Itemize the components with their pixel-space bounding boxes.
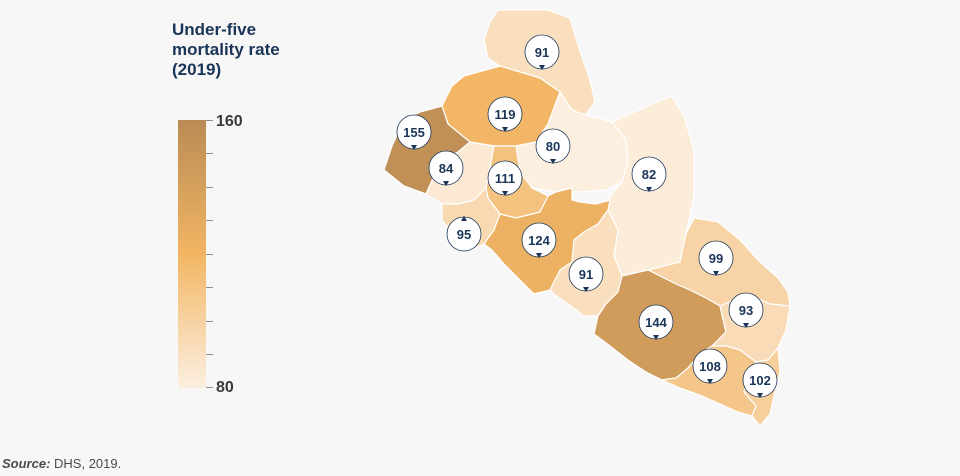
legend-title-line: Under-five: [172, 20, 257, 39]
map-pin[interactable]: 99: [698, 240, 734, 276]
source-note: Source: DHS, 2019.: [2, 456, 121, 471]
map-pin-value: 82: [642, 167, 656, 182]
legend-tick: [206, 187, 213, 188]
map-pin[interactable]: 144: [638, 304, 674, 340]
map-pin[interactable]: 95: [446, 216, 482, 252]
legend-max-label: 160: [216, 113, 243, 130]
source-text: DHS, 2019.: [50, 456, 122, 471]
map-pin-value: 124: [528, 233, 550, 248]
legend-tick: [206, 120, 213, 121]
map-pin-value: 102: [749, 373, 771, 388]
map-pin[interactable]: 93: [728, 292, 764, 328]
map-pin[interactable]: 84: [428, 150, 464, 186]
legend-title-line: mortality rate: [172, 40, 280, 59]
map-pin[interactable]: 82: [631, 156, 667, 192]
legend-min-label: 80: [216, 379, 234, 396]
map-pin[interactable]: 155: [396, 114, 432, 150]
map-pin-value: 119: [495, 107, 516, 122]
map-pin[interactable]: 124: [521, 222, 557, 258]
map-pin-value: 84: [439, 161, 454, 176]
map-pin[interactable]: 91: [568, 256, 604, 292]
map-pin-value: 95: [457, 227, 471, 242]
map-pin[interactable]: 119: [487, 96, 523, 132]
map-pin-value: 155: [403, 125, 425, 140]
legend-tick: [206, 287, 213, 288]
map-pin[interactable]: 108: [692, 348, 728, 384]
legend-tick: [206, 354, 213, 355]
legend-tick: [206, 321, 213, 322]
map-pin-value: 111: [495, 171, 515, 186]
map-pin-value: 108: [699, 359, 721, 374]
map-pin-value: 91: [535, 45, 549, 60]
map-pin-value: 144: [645, 315, 667, 330]
legend-tick: [206, 254, 213, 255]
legend-color-ramp: [178, 120, 206, 388]
legend-tick: [206, 153, 213, 154]
map-pin[interactable]: 80: [535, 128, 571, 164]
map-pin[interactable]: 91: [524, 34, 560, 70]
map-pin-value: 91: [579, 267, 593, 282]
legend-title: Under-five mortality rate (2019): [172, 20, 280, 80]
map-pin-value: 93: [739, 303, 753, 318]
map-pin[interactable]: 111: [487, 160, 523, 196]
legend-title-line: (2019): [172, 60, 222, 79]
legend-tick: [206, 387, 213, 388]
map-pin[interactable]: 102: [742, 362, 778, 398]
map-pin-value: 99: [709, 251, 723, 266]
map-pin-value: 80: [546, 139, 560, 154]
source-prefix: Source:: [2, 456, 51, 471]
legend-tick: [206, 220, 213, 221]
